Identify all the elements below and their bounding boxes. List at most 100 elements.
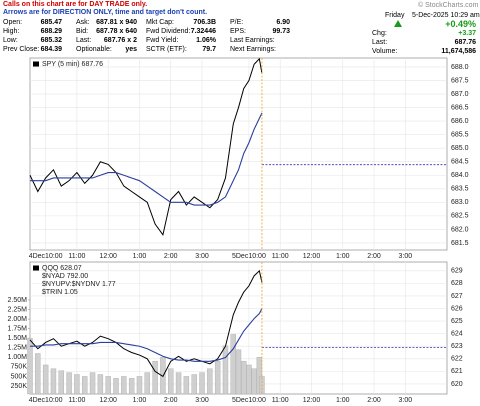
volume-bar xyxy=(27,338,33,395)
volume-bar xyxy=(199,372,205,395)
x-tick-label: 1:00 xyxy=(133,397,147,404)
quote-label: Last: xyxy=(76,37,92,44)
quote-label: Ask: xyxy=(76,19,90,26)
y-tick-label: 687.0 xyxy=(451,91,469,98)
y-tick-label: 627 xyxy=(451,293,463,300)
x-tick-label: 12:00 xyxy=(99,253,117,260)
y-tick-label: 628 xyxy=(451,280,463,287)
y-tick-label: 683.0 xyxy=(451,199,469,206)
day: Friday xyxy=(385,12,405,19)
volume-bar xyxy=(214,360,221,395)
volume-bar xyxy=(222,345,229,395)
volume-bar xyxy=(207,368,213,395)
volume-bar xyxy=(66,372,72,395)
y-tick-label: 687.5 xyxy=(451,77,469,84)
x-tick-label: 11:00 xyxy=(68,397,85,404)
quote-value: 99.73 xyxy=(272,28,290,35)
legend-label: SPY (5 min) 687.76 xyxy=(42,61,103,68)
series-line xyxy=(30,308,263,362)
volume-bar xyxy=(121,376,127,395)
volume-bar xyxy=(89,372,96,395)
x-tick-label: 2:00 xyxy=(367,253,381,260)
y2-tick-label: 1.75M xyxy=(8,326,28,333)
x-tick-label: 2:00 xyxy=(164,397,178,404)
quote-label: P/E: xyxy=(230,19,244,26)
quote-value: 688.29 xyxy=(40,28,62,35)
y-tick-label: 686.0 xyxy=(451,118,469,125)
y2-tick-label: 2.50M xyxy=(8,297,28,304)
stat-value: 11,674,586 xyxy=(441,48,476,55)
volume-bar xyxy=(50,368,57,395)
y-tick-label: 624 xyxy=(451,331,463,338)
x-tick-label: 1:00 xyxy=(336,253,350,260)
legend-swatch xyxy=(33,265,39,271)
y2-tick-label: 250K xyxy=(11,383,28,390)
date: 5-Dec-2025 10:29 am xyxy=(412,12,480,19)
legend-label: $TRIN 1.05 xyxy=(42,289,78,296)
y2-tick-label: 1.25M xyxy=(8,345,28,352)
x-tick-label: 3:00 xyxy=(195,253,209,260)
x-tick-label: 2:00 xyxy=(367,397,381,404)
legend-label: $NYAD 792.00 xyxy=(42,273,88,280)
y2-tick-label: 750K xyxy=(11,364,28,371)
quote-label: Open: xyxy=(3,19,23,26)
y-tick-label: 686.5 xyxy=(451,104,469,111)
x-tick-label: 11:00 xyxy=(272,397,289,404)
quote-value: 7.32446 xyxy=(190,28,216,35)
volume-bar xyxy=(128,378,135,395)
watermark: © StockCharts.com xyxy=(418,2,479,9)
y-tick-label: 623 xyxy=(451,343,463,350)
series-line xyxy=(30,112,263,206)
stat-value: +3.37 xyxy=(458,30,476,37)
y-tick-label: 682.5 xyxy=(451,213,469,220)
volume-bar xyxy=(144,372,150,395)
notice: Arrows are for DIRECTION ONLY, time and … xyxy=(3,9,208,16)
quote-label: Fwd Yield: xyxy=(146,37,179,44)
y-tick-label: 622 xyxy=(451,356,463,363)
volume-bar xyxy=(246,364,252,395)
volume-bar xyxy=(168,368,174,395)
notice: Calls on this chart are for DAY TRADE on… xyxy=(3,1,148,8)
quote-value: 6.90 xyxy=(276,19,290,26)
quote-label: SCTR (ETF): xyxy=(146,46,187,53)
y-tick-label: 684.0 xyxy=(451,172,469,179)
volume-bar xyxy=(82,376,88,395)
quote-value: yes xyxy=(125,46,137,53)
quote-label: Mkt Cap: xyxy=(146,19,175,26)
stat-label: Volume: xyxy=(372,48,398,55)
plot-area xyxy=(29,57,448,251)
quote-label: High: xyxy=(3,28,20,35)
quote-label: Optionable: xyxy=(76,46,112,53)
x-tick-label: 2:00 xyxy=(164,253,178,260)
volume-bar xyxy=(105,376,111,395)
quote-value: 685.47 xyxy=(40,19,62,26)
volume-bar xyxy=(74,374,80,395)
y-tick-label: 685.5 xyxy=(451,131,469,138)
quote-label: Next Earnings: xyxy=(230,46,276,53)
y-tick-label: 626 xyxy=(451,305,463,312)
change-pct: +0.49% xyxy=(445,19,476,29)
volume-bar xyxy=(35,353,41,395)
legend-label: QQQ 628.07 xyxy=(42,265,82,272)
legend-swatch xyxy=(33,61,39,67)
volume-bar xyxy=(251,368,257,395)
x-tick-label: 12:00 xyxy=(99,397,117,404)
y-tick-label: 684.5 xyxy=(451,159,469,166)
x-tick-label: 3:00 xyxy=(398,253,412,260)
y2-tick-label: 2.00M xyxy=(8,316,28,323)
x-tick-label: 5Dec10:00 xyxy=(232,397,266,404)
stat-label: Last: xyxy=(372,39,388,46)
x-tick-label: 4Dec10:00 xyxy=(29,253,63,260)
quote-label: EPS: xyxy=(230,28,246,35)
y2-tick-label: 2.25M xyxy=(8,306,28,313)
y-tick-label: 682.0 xyxy=(451,226,469,233)
y2-tick-label: 1.00M xyxy=(8,354,28,361)
y-tick-label: 688.0 xyxy=(451,64,469,71)
x-tick-label: 3:00 xyxy=(398,397,412,404)
volume-bar xyxy=(113,378,119,395)
x-tick-label: 3:00 xyxy=(195,397,209,404)
y-tick-label: 629 xyxy=(451,268,463,275)
y-tick-label: 620 xyxy=(451,381,463,388)
